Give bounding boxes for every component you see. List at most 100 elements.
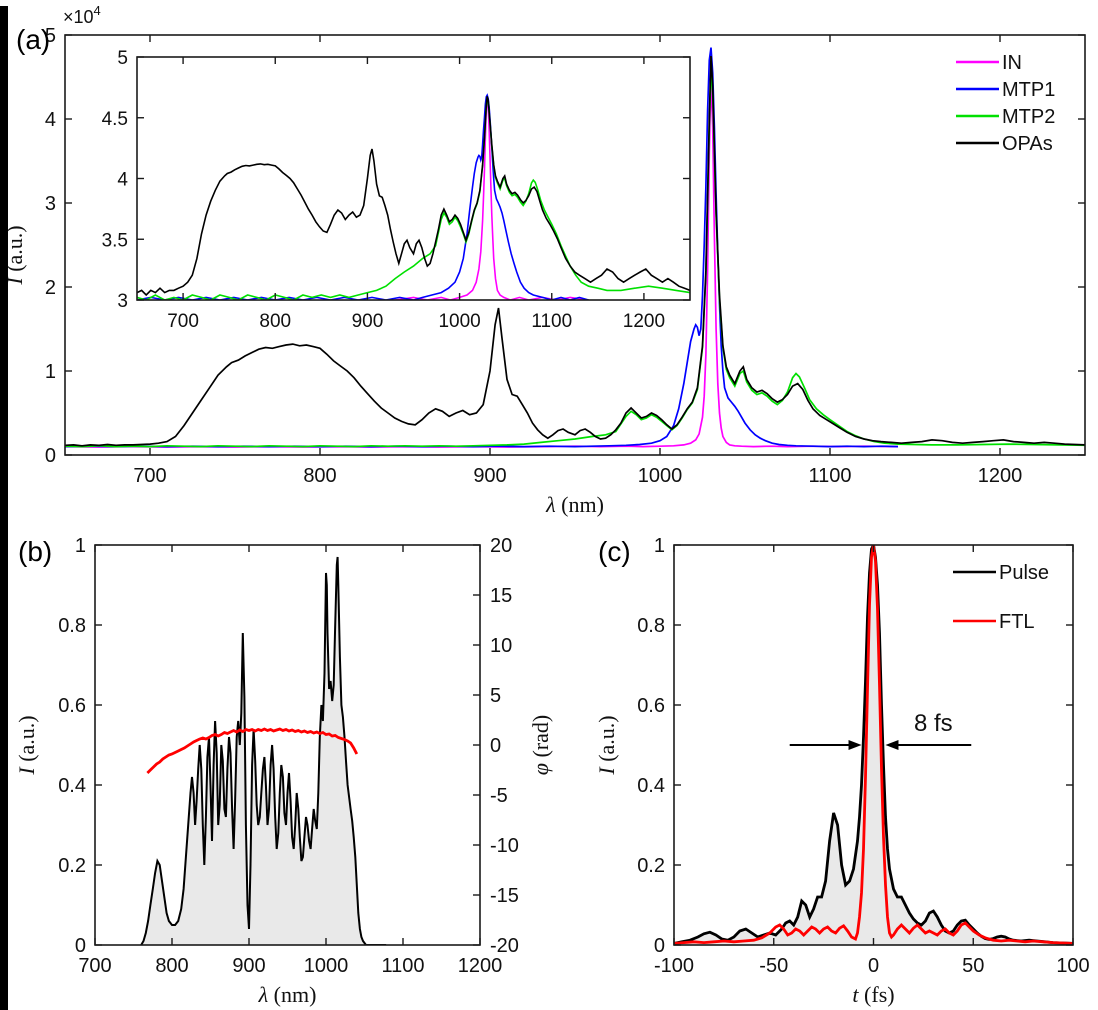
svg-text:0.6: 0.6 bbox=[637, 695, 665, 717]
panel-a-inset: 700 800 900 1000 1100 1200 3 3.5 4 4.5 5 bbox=[102, 48, 691, 332]
c-yaxis-label: I (a.u.) bbox=[594, 715, 619, 775]
legend-label-mtp1: MTP1 bbox=[1002, 79, 1055, 101]
y-tick-labels: 0 0.2 0.4 0.6 0.8 1 bbox=[58, 535, 86, 957]
svg-text:1200: 1200 bbox=[458, 955, 503, 977]
svg-text:5: 5 bbox=[45, 25, 56, 47]
svg-text:1100: 1100 bbox=[808, 465, 851, 487]
svg-text:0.8: 0.8 bbox=[637, 615, 665, 637]
panel-a-label: (a) bbox=[16, 24, 51, 55]
svg-text:4: 4 bbox=[45, 109, 56, 131]
fwhm-annotation: 8 fs bbox=[789, 710, 972, 750]
b-xaxis-label: λ (nm) bbox=[258, 982, 317, 1007]
svg-text:900: 900 bbox=[232, 955, 265, 977]
x-tick-labels: 700 800 900 1000 1100 1200 bbox=[78, 955, 502, 977]
svg-text:20: 20 bbox=[490, 535, 512, 557]
y-ticks bbox=[95, 544, 102, 946]
svg-text:0.6: 0.6 bbox=[58, 695, 86, 717]
b-right-yaxis-label: φ (rad) bbox=[528, 715, 553, 775]
x-tick-labels: 700 800 900 1000 1100 1200 bbox=[133, 465, 1022, 487]
svg-text:5: 5 bbox=[490, 685, 501, 707]
phase-curve bbox=[146, 727, 359, 774]
y-tick-labels: 3 3.5 4 4.5 5 bbox=[102, 48, 129, 312]
svg-text:0.2: 0.2 bbox=[637, 855, 665, 877]
svg-text:50: 50 bbox=[962, 955, 984, 977]
x-ticks bbox=[149, 35, 1001, 455]
pulse-fill bbox=[674, 545, 1073, 945]
c-xaxis-label: t (fs) bbox=[852, 982, 894, 1007]
panel-c-legend: Pulse FTL bbox=[953, 562, 1049, 633]
svg-text:1000: 1000 bbox=[638, 465, 683, 487]
svg-text:1000: 1000 bbox=[438, 311, 480, 332]
panel-b-label: (b) bbox=[18, 536, 53, 567]
svg-text:-50: -50 bbox=[759, 955, 788, 977]
svg-text:700: 700 bbox=[78, 955, 111, 977]
svg-text:900: 900 bbox=[352, 311, 384, 332]
inset-opas-curve bbox=[137, 96, 690, 297]
y-scale-multiplier: ×104 bbox=[63, 3, 101, 27]
legend-label-opas: OPAs bbox=[1002, 133, 1053, 155]
svg-text:900: 900 bbox=[473, 465, 506, 487]
spectrum-curve bbox=[140, 556, 387, 945]
svg-text:0.4: 0.4 bbox=[58, 775, 86, 797]
panel-a-legend: IN MTP1 MTP2 OPAs bbox=[956, 52, 1055, 155]
svg-text:-20: -20 bbox=[490, 935, 519, 957]
svg-text:700: 700 bbox=[167, 311, 199, 332]
svg-text:-10: -10 bbox=[490, 835, 519, 857]
svg-text:1: 1 bbox=[45, 361, 56, 383]
y-tick-labels: 0 0.2 0.4 0.6 0.8 1 bbox=[637, 535, 665, 957]
svg-text:3.5: 3.5 bbox=[102, 230, 128, 251]
svg-text:-15: -15 bbox=[490, 885, 519, 907]
y-tick-labels: 0 1 2 3 4 5 bbox=[45, 25, 56, 467]
svg-text:0: 0 bbox=[868, 955, 879, 977]
svg-text:4: 4 bbox=[117, 170, 128, 191]
svg-text:4.5: 4.5 bbox=[102, 109, 128, 130]
svg-text:800: 800 bbox=[155, 955, 188, 977]
opas-curve bbox=[65, 55, 1085, 447]
svg-text:0.8: 0.8 bbox=[58, 615, 86, 637]
legend-label-ftl: FTL bbox=[999, 611, 1035, 633]
svg-text:-5: -5 bbox=[490, 785, 508, 807]
svg-text:5: 5 bbox=[117, 48, 128, 69]
y-ticks bbox=[137, 56, 690, 301]
svg-text:1: 1 bbox=[75, 535, 86, 557]
svg-text:0: 0 bbox=[490, 735, 501, 757]
a-xaxis-label: λ (nm) bbox=[545, 492, 604, 517]
axes-box bbox=[64, 34, 1086, 456]
svg-text:2: 2 bbox=[45, 277, 56, 299]
y-ticks bbox=[65, 34, 1085, 456]
ftl-curve bbox=[674, 545, 1073, 945]
fwhm-label: 8 fs bbox=[914, 710, 953, 737]
legend-label-mtp2: MTP2 bbox=[1002, 106, 1055, 128]
x-ticks bbox=[673, 545, 1074, 945]
svg-text:1100: 1100 bbox=[531, 311, 572, 332]
svg-text:0: 0 bbox=[654, 935, 665, 957]
svg-text:3: 3 bbox=[45, 193, 56, 215]
svg-text:1200: 1200 bbox=[623, 311, 665, 332]
y-ticks bbox=[674, 544, 1073, 946]
y-ticks bbox=[473, 544, 480, 946]
svg-text:15: 15 bbox=[490, 585, 512, 607]
svg-text:3: 3 bbox=[117, 291, 128, 312]
svg-text:-100: -100 bbox=[654, 955, 694, 977]
legend-label-in: IN bbox=[1002, 52, 1022, 74]
svg-text:700: 700 bbox=[133, 465, 166, 487]
svg-text:1: 1 bbox=[654, 535, 665, 557]
svg-text:1100: 1100 bbox=[381, 955, 424, 977]
svg-text:0.4: 0.4 bbox=[637, 775, 665, 797]
svg-text:0: 0 bbox=[75, 935, 86, 957]
inset-in-curve bbox=[137, 98, 589, 300]
svg-text:100: 100 bbox=[1056, 955, 1089, 977]
panel-b-curves bbox=[140, 556, 387, 945]
x-ticks bbox=[94, 545, 481, 945]
y-tick-labels: -20 -15 -10 -5 0 5 10 15 20 bbox=[490, 535, 519, 957]
panel-b: 700 800 900 1000 1100 1200 0 0.2 0.4 0.6 0.8 1 -20 -1… bbox=[14, 535, 553, 1007]
svg-text:1000: 1000 bbox=[304, 955, 349, 977]
svg-text:0: 0 bbox=[45, 445, 56, 467]
svg-text:1200: 1200 bbox=[978, 465, 1023, 487]
left-border-bar bbox=[0, 6, 8, 1010]
svg-text:10: 10 bbox=[490, 635, 512, 657]
panel-a-curves bbox=[65, 47, 1085, 448]
svg-text:0.2: 0.2 bbox=[58, 855, 86, 877]
